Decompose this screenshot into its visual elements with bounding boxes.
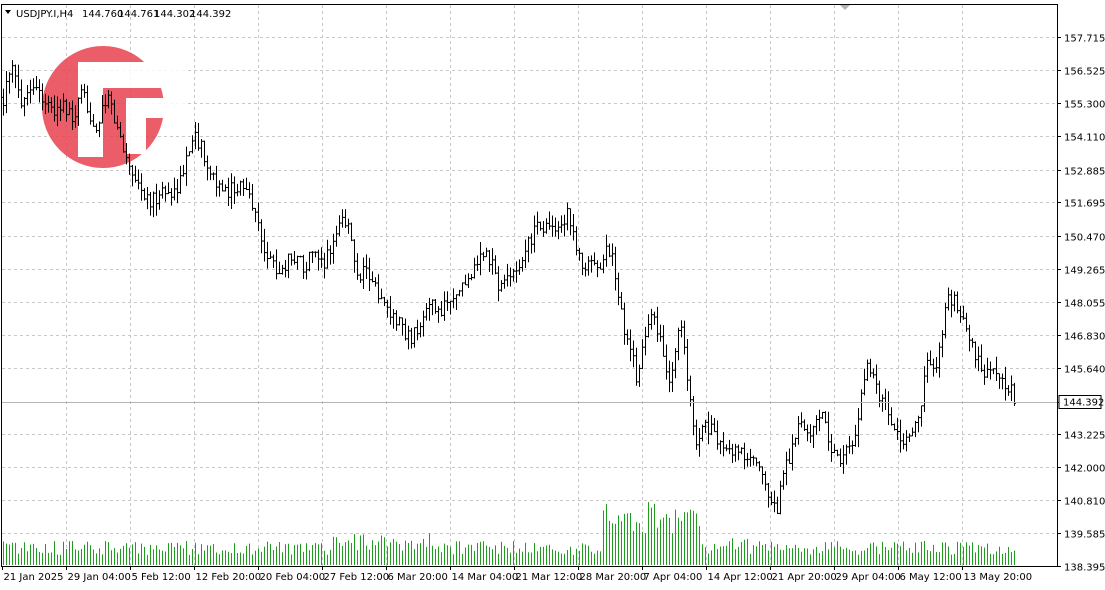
price-bars [2, 60, 1016, 515]
y-tick-label: 148.055 [1064, 299, 1105, 310]
low-value: 144.302 [154, 9, 195, 20]
high-value: 144.761 [118, 9, 159, 20]
y-tick-label: 154.110 [1064, 133, 1105, 144]
x-tick-label: 29 Jan 04:00 [68, 572, 131, 583]
x-tick-label: 28 Mar 20:00 [580, 572, 647, 583]
x-tick-label: 21 Jan 2025 [4, 572, 64, 583]
chart-header: USDJPY.I,H4 144.760 144.761 144.302 144.… [5, 9, 231, 20]
x-tick-label: 7 Apr 04:00 [644, 572, 703, 583]
x-tick-label: 6 Mar 20:00 [388, 572, 448, 583]
x-tick-label: 21 Apr 20:00 [772, 572, 837, 583]
y-tick-label: 156.525 [1064, 67, 1105, 78]
current-price-label: 144.392 [1058, 395, 1104, 409]
scroll-marker-icon[interactable] [840, 5, 850, 10]
x-tick-label: 27 Feb 12:00 [324, 572, 390, 583]
x-tick-label: 29 Apr 04:00 [836, 572, 901, 583]
x-tick-label: 14 Mar 04:00 [452, 572, 519, 583]
y-tick-label: 149.265 [1064, 266, 1105, 277]
y-tick-label: 143.225 [1064, 431, 1105, 442]
y-tick-label: 142.000 [1064, 464, 1105, 475]
y-tick-label: 150.470 [1064, 233, 1105, 244]
price-axis: 157.715 156.525 155.300 154.110 152.885 151.6… [1057, 34, 1105, 574]
close-value: 144.392 [190, 9, 231, 20]
dropdown-arrow-icon[interactable] [5, 10, 11, 14]
open-value: 144.760 [82, 9, 123, 20]
x-tick-label: 21 Mar 12:00 [516, 572, 583, 583]
y-tick-label: 155.300 [1064, 100, 1105, 111]
y-tick-label: 139.585 [1064, 530, 1105, 541]
y-tick-label: 152.885 [1064, 167, 1105, 178]
x-tick-label: 14 Apr 12:00 [708, 572, 773, 583]
y-tick-label: 138.395 [1064, 563, 1105, 574]
symbol-label: USDJPY.I,H4 [16, 9, 73, 20]
x-tick-label: 6 May 12:00 [900, 572, 962, 583]
y-tick-label: 157.715 [1064, 34, 1105, 45]
y-tick-label: 140.810 [1064, 497, 1105, 508]
y-tick-label: 151.695 [1064, 199, 1105, 210]
x-tick-label: 12 Feb 20:00 [196, 572, 262, 583]
y-tick-label: 145.640 [1064, 365, 1105, 376]
x-tick-label: 20 Feb 04:00 [260, 572, 326, 583]
plot-frame [1, 4, 1058, 567]
current-price-value: 144.392 [1063, 398, 1104, 409]
x-tick-label: 5 Feb 12:00 [132, 572, 191, 583]
y-tick-label: 146.830 [1064, 332, 1105, 343]
volume-histogram [3, 502, 1015, 565]
x-tick-label: 13 May 20:00 [964, 572, 1033, 583]
time-axis: 21 Jan 2025 29 Jan 04:00 5 Feb 12:00 12 Feb… [2, 566, 1033, 583]
